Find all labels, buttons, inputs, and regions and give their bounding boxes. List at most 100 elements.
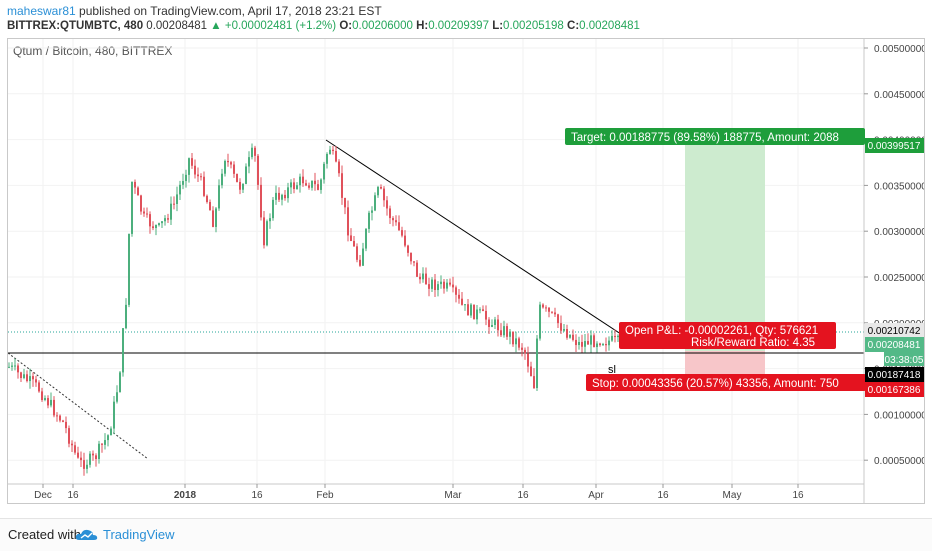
author-link[interactable]: maheswar81: [7, 4, 76, 18]
candle-body: [473, 304, 475, 320]
candle-body: [275, 192, 277, 200]
candle-body: [482, 309, 484, 311]
chart-header: maheswar81 published on TradingView.com,…: [0, 0, 932, 36]
candle-body: [8, 366, 10, 368]
candle-body: [170, 203, 172, 220]
candle-body: [77, 452, 79, 458]
candle-body: [185, 174, 187, 182]
ohlc-line: BITTREX:QTUMBTC, 480 0.00208481 ▲ +0.000…: [7, 20, 640, 32]
candle-body: [242, 183, 244, 190]
candle-body: [221, 173, 223, 186]
candle-body: [134, 181, 136, 188]
candle-body: [488, 319, 490, 327]
dotted-trend-line[interactable]: [8, 352, 149, 460]
candle-body: [272, 199, 274, 219]
time-axis[interactable]: Dec 16 2018 16 Feb Mar 16 Apr 16 May 16: [34, 484, 804, 501]
stop-label[interactable]: Stop: 0.00043356 (20.57%) 43356, Amount:…: [586, 374, 866, 391]
candle-body: [416, 262, 418, 277]
candle-body: [602, 343, 604, 346]
time-axis-label: 16: [657, 490, 669, 501]
position-label[interactable]: Open P&L: -0.00002261, Qty: 576621 Risk/…: [619, 322, 836, 349]
price-axis-label: 0.00250000: [874, 273, 924, 284]
candle-body: [116, 392, 118, 402]
candle-body: [38, 382, 40, 392]
candle-body: [224, 160, 226, 174]
countdown-tag: 03:38:05: [884, 352, 924, 366]
price-tag-stop-text: 0.00167386: [868, 385, 921, 396]
candle-body: [20, 372, 22, 379]
candle-body: [572, 334, 574, 340]
candle-body: [68, 428, 70, 444]
open-label: O:: [339, 20, 353, 32]
candle-body: [407, 245, 409, 253]
candle-body: [11, 365, 13, 367]
candle-body: [530, 366, 532, 377]
candle-body: [296, 185, 298, 190]
sl-text: sl: [608, 364, 616, 376]
candle-body: [605, 343, 607, 346]
candle-body: [266, 221, 268, 246]
publish-info: published on TradingView.com, April 17, …: [79, 4, 382, 18]
candle-body: [56, 415, 58, 417]
tradingview-link[interactable]: TradingView: [103, 527, 175, 542]
time-axis-label: 16: [517, 490, 529, 501]
candle-body: [200, 176, 202, 178]
target-text: Target: 0.00188775 (89.58%) 188775, Amou…: [571, 132, 839, 144]
candle-body: [119, 372, 121, 393]
candle-body: [236, 173, 238, 182]
candle-body: [524, 349, 526, 354]
candle-body: [578, 341, 580, 346]
candle-body: [470, 304, 472, 316]
price-tag-sl: 0.00187418: [865, 367, 924, 382]
candle-body: [614, 335, 616, 338]
candle-body: [203, 176, 205, 196]
change-value: +0.00002481 (+1.2%): [224, 20, 337, 32]
candle-body: [92, 453, 94, 456]
candle-body: [23, 374, 25, 379]
high-label: H:: [416, 20, 429, 32]
candle-body: [611, 335, 613, 341]
candle-body: [161, 221, 163, 224]
trend-line[interactable]: [325, 139, 637, 345]
candle-body: [596, 343, 598, 348]
candle-body: [101, 443, 103, 445]
candle-body: [545, 307, 547, 309]
candle-body: [230, 162, 232, 165]
candle-body: [233, 164, 235, 174]
candle-body: [95, 455, 97, 459]
candle-body: [158, 223, 160, 226]
candle-body: [302, 176, 304, 184]
candle-body: [131, 181, 133, 234]
risk-reward-text: Risk/Reward Ratio: 4.35: [691, 337, 815, 349]
candle-body: [542, 304, 544, 308]
candle-body: [503, 326, 505, 336]
chart-area[interactable]: Qtum / Bitcoin, 480, BITTREX 0.00500000 0…: [7, 38, 925, 504]
candle-body: [239, 181, 241, 190]
candle-body: [353, 240, 355, 247]
candle-body: [305, 183, 307, 186]
candle-body: [509, 331, 511, 337]
candle-body: [143, 211, 145, 214]
candle-body: [245, 166, 247, 184]
candle-body: [584, 341, 586, 347]
candle-body: [251, 147, 253, 158]
candle-body: [17, 365, 19, 373]
candle-body: [536, 338, 538, 389]
price-axis[interactable]: 0.005000000.004500000.004000000.00350000…: [864, 44, 924, 467]
close-value: 0.00208481: [579, 20, 640, 32]
open-pl-text: Open P&L: -0.00002261, Qty: 576621: [625, 325, 818, 337]
candle-body: [50, 399, 52, 406]
candle-body: [443, 281, 445, 289]
chart-canvas[interactable]: 0.005000000.004500000.004000000.00350000…: [8, 39, 924, 503]
tradingview-cloud-icon[interactable]: [75, 527, 99, 543]
candle-body: [539, 304, 541, 339]
candle-body: [188, 158, 190, 175]
candle-body: [467, 304, 469, 316]
candle-body: [617, 335, 619, 338]
candle-body: [464, 304, 466, 306]
candle-body: [533, 376, 535, 389]
candle-body: [554, 312, 556, 315]
candle-body: [461, 298, 463, 305]
target-label[interactable]: Target: 0.00188775 (89.58%) 188775, Amou…: [565, 128, 865, 145]
candle-body: [497, 319, 499, 331]
